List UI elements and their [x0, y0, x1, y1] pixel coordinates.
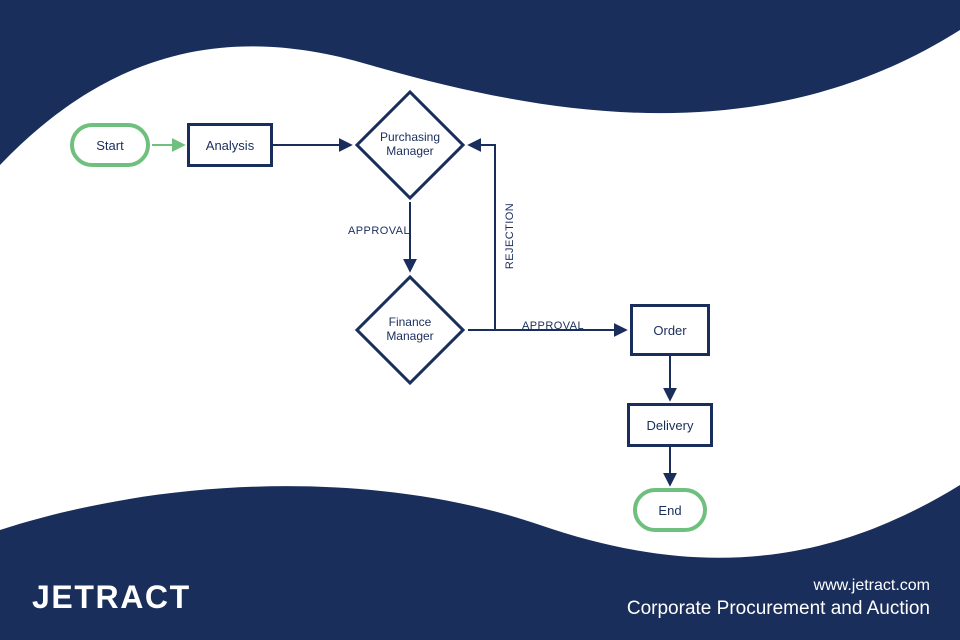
edge-label-approval-2: APPROVAL: [522, 320, 584, 332]
footer-tagline: Corporate Procurement and Auction: [627, 596, 930, 622]
edge-label-approval-1: APPROVAL: [348, 225, 410, 237]
footer-url: www.jetract.com: [627, 575, 930, 597]
node-label: Start: [96, 138, 123, 153]
node-end: End: [633, 488, 707, 532]
node-label: PurchasingManager: [380, 131, 440, 159]
node-label: Order: [653, 323, 686, 338]
node-purchasing-manager: PurchasingManager: [355, 90, 465, 200]
node-label: Delivery: [647, 418, 694, 433]
node-label: End: [658, 503, 681, 518]
brand-logo-text: JETRACT: [32, 579, 191, 616]
header-wave: [0, 0, 960, 200]
node-label: Analysis: [206, 138, 254, 153]
node-start: Start: [70, 123, 150, 167]
footer-info: www.jetract.com Corporate Procurement an…: [627, 575, 930, 622]
flowchart-arrows: [0, 0, 960, 640]
node-label: FinanceManager: [386, 316, 433, 344]
edge-label-rejection: REJECTION: [504, 203, 516, 269]
node-delivery: Delivery: [627, 403, 713, 447]
node-analysis: Analysis: [187, 123, 273, 167]
node-order: Order: [630, 304, 710, 356]
node-finance-manager: FinanceManager: [355, 275, 465, 385]
